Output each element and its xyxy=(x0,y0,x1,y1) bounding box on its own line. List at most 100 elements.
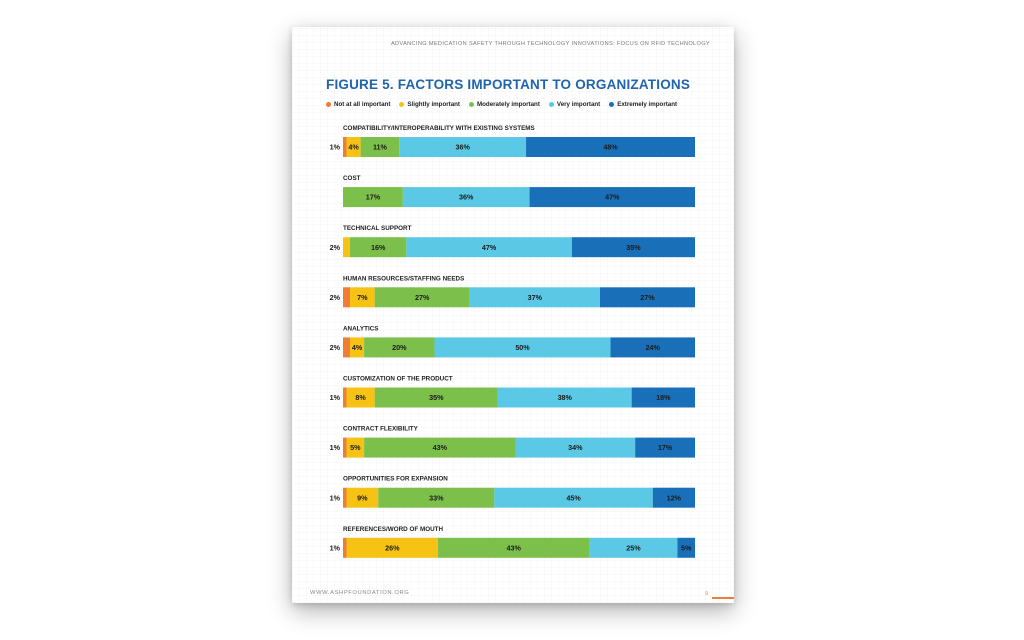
data-label: 5% xyxy=(350,443,361,452)
data-label: 8% xyxy=(355,393,366,402)
chart-legend: Not at all important Slightly important … xyxy=(326,101,677,108)
data-label: 1% xyxy=(330,143,341,152)
category-label: ANALYTICS xyxy=(343,325,378,332)
bar-segment xyxy=(494,487,653,508)
bar-segment xyxy=(346,537,439,558)
data-label: 2% xyxy=(330,343,341,352)
data-label: 1% xyxy=(330,443,341,452)
report-page: ADVANCING MEDICATION SAFETY THROUGH TECH… xyxy=(292,27,734,603)
data-label: 36% xyxy=(459,193,474,202)
legend-label: Moderately important xyxy=(476,101,540,108)
bar-segment xyxy=(635,437,695,458)
data-label: 27% xyxy=(415,293,430,302)
footer-accent-bar xyxy=(712,597,734,599)
bar-segment xyxy=(343,137,347,157)
bar-segment xyxy=(589,537,678,558)
data-label: 38% xyxy=(558,393,573,402)
data-label: 43% xyxy=(433,443,448,452)
footer-url: WWW.ASHPFOUNDATION.ORG xyxy=(310,590,410,596)
data-label: 1% xyxy=(330,543,341,552)
legend-item-extremely: Extremely important xyxy=(609,101,677,108)
data-label: 2% xyxy=(330,243,341,252)
bar-segment xyxy=(374,387,498,408)
data-label: 24% xyxy=(646,343,661,352)
data-label: 4% xyxy=(352,343,363,352)
bar-segment xyxy=(399,137,527,157)
legend-item-moderately: Moderately important xyxy=(468,101,540,108)
bar-segment xyxy=(529,187,695,208)
bar-segment xyxy=(652,487,695,508)
data-label: 26% xyxy=(385,543,400,552)
bar-segment xyxy=(346,437,365,458)
bar-segment xyxy=(360,137,400,157)
legend-dot xyxy=(548,102,554,107)
legend-label: Slightly important xyxy=(407,101,460,108)
bar-segment xyxy=(343,437,347,458)
data-label: 50% xyxy=(515,343,530,352)
data-label: 17% xyxy=(658,443,673,452)
data-label: 16% xyxy=(371,243,386,252)
data-label: 1% xyxy=(330,493,341,502)
page-number: 9 xyxy=(705,591,708,597)
legend-dot xyxy=(609,102,615,107)
data-label: 35% xyxy=(429,393,444,402)
category-label: CUSTOMIZATION OF THE PRODUCT xyxy=(343,376,453,383)
figure-title: FIGURE 5. FACTORS IMPORTANT TO ORGANIZAT… xyxy=(326,77,691,92)
legend-item-slightly: Slightly important xyxy=(399,101,460,108)
data-label: 20% xyxy=(392,343,407,352)
bar-segment xyxy=(497,387,632,408)
bar-segment xyxy=(343,487,347,508)
bar-segment xyxy=(343,387,347,408)
bar-segment xyxy=(677,537,695,558)
bar-segment xyxy=(343,187,403,208)
bar-segment xyxy=(406,237,572,258)
data-label: 12% xyxy=(667,493,682,502)
data-label: 47% xyxy=(605,193,620,202)
bar-segment xyxy=(610,337,695,358)
bar-segment xyxy=(526,137,695,157)
bar-segment xyxy=(346,487,379,508)
bar-segment xyxy=(599,287,695,308)
bar-segment xyxy=(469,287,600,308)
bar-segment xyxy=(364,337,435,358)
data-label: 2% xyxy=(330,293,341,302)
data-label: 48% xyxy=(603,143,618,152)
data-label: 7% xyxy=(357,293,368,302)
bar-segment xyxy=(438,537,590,558)
data-label: 27% xyxy=(640,293,655,302)
data-label: 9% xyxy=(357,493,368,502)
legend-dot xyxy=(399,102,405,107)
bar-segment xyxy=(346,137,361,157)
legend-label: Very important xyxy=(556,101,601,108)
data-label: 35% xyxy=(626,243,641,252)
bar-segment xyxy=(378,487,495,508)
bar-segment xyxy=(434,337,611,358)
bar-segment xyxy=(343,287,351,308)
data-label: 18% xyxy=(656,393,671,402)
data-label: 5% xyxy=(681,543,692,552)
bar-segment xyxy=(343,237,351,258)
bar-segment xyxy=(346,387,375,408)
data-label: 36% xyxy=(455,143,470,152)
bar-segment xyxy=(374,287,470,308)
legend-dot xyxy=(468,102,474,107)
category-label: CONTRACT FLEXIBILITY xyxy=(343,426,419,433)
category-label: HUMAN RESOURCES/STAFFING NEEDS xyxy=(343,275,464,282)
data-label: 37% xyxy=(528,293,543,302)
data-label: 11% xyxy=(373,143,388,152)
data-label: 43% xyxy=(507,543,522,552)
legend-dot xyxy=(326,102,331,107)
bar-segment xyxy=(515,437,636,458)
category-label: COMPATIBILITY/INTEROPERABILITY WITH EXIS… xyxy=(343,125,535,132)
bar-segment xyxy=(350,337,365,358)
legend-label: Extremely important xyxy=(617,101,678,108)
stacked-bar-chart: COMPATIBILITY/INTEROPERABILITY WITH EXIS… xyxy=(330,125,695,558)
legend-item-not-at-all: Not at all important xyxy=(326,101,390,108)
data-label: 33% xyxy=(429,493,444,502)
category-label: REFERENCES/WORD OF MOUTH xyxy=(343,526,444,533)
data-label: 17% xyxy=(366,193,381,202)
bar-segment xyxy=(343,537,347,558)
bar-segment xyxy=(350,287,375,308)
running-header: ADVANCING MEDICATION SAFETY THROUGH TECH… xyxy=(390,41,710,47)
data-label: 34% xyxy=(568,443,583,452)
